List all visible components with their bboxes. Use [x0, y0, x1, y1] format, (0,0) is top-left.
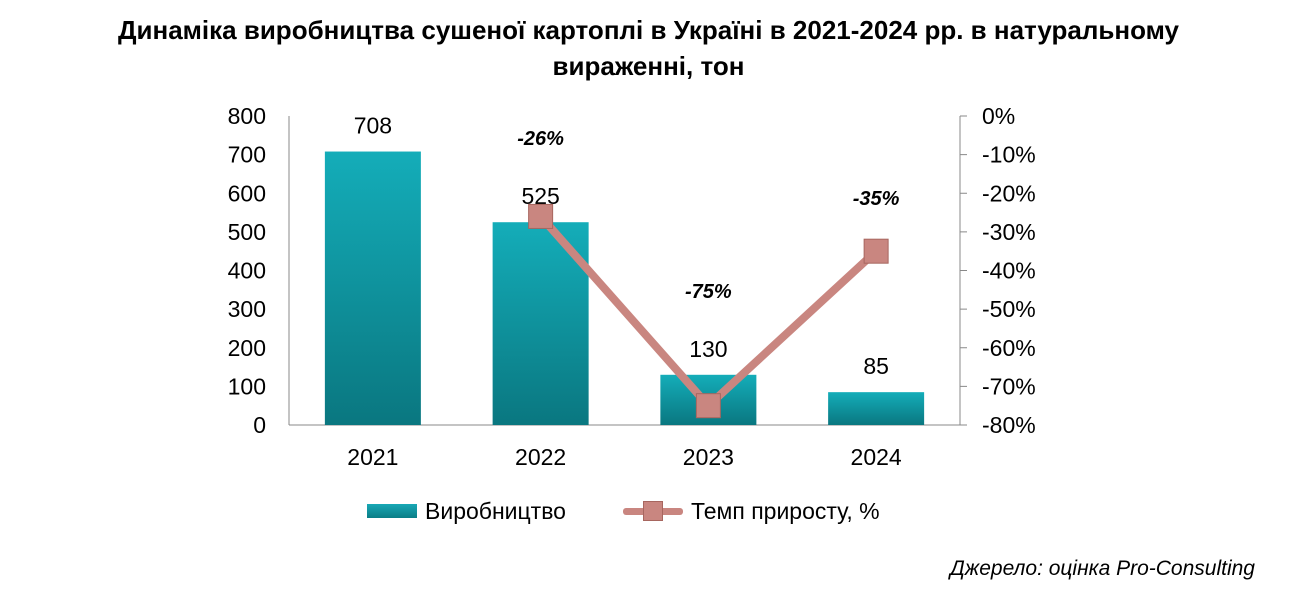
growth-rate-marker — [695, 393, 721, 419]
right-tick-label: -70% — [982, 373, 1036, 399]
right-tick-label: 0% — [982, 103, 1015, 129]
left-tick-label: 700 — [228, 142, 266, 168]
growth-rate-data-label: -26% — [517, 128, 564, 150]
chart-title: Динаміка виробництва сушеної картоплі в … — [0, 12, 1297, 84]
left-tick-label: 200 — [228, 335, 266, 361]
left-tick-label: 800 — [228, 103, 266, 129]
growth-rate-marker — [528, 203, 554, 229]
right-tick-label: -10% — [982, 142, 1036, 168]
bar-data-label: 130 — [689, 336, 727, 362]
source-note: Джерело: оцінка Pro-Consulting — [949, 557, 1255, 580]
right-tick-label: -40% — [982, 258, 1036, 284]
right-tick-label: -50% — [982, 296, 1036, 322]
right-tick-label: -80% — [982, 412, 1036, 438]
x-tick-label: 2021 — [347, 444, 398, 470]
growth-rate-data-label: -75% — [685, 281, 732, 303]
bar-data-label: 85 — [863, 353, 889, 379]
legend-line-swatch — [623, 496, 683, 526]
legend-label-growth-rate: Темп приросту, % — [691, 497, 880, 524]
left-tick-label: 0 — [253, 412, 266, 438]
x-tick-label: 2024 — [851, 444, 902, 470]
growth-rate-data-label: -35% — [853, 188, 900, 210]
left-tick-label: 400 — [228, 258, 266, 284]
legend-label-production: Виробництво — [425, 497, 566, 524]
legend: Виробництво Темп приросту, % — [0, 496, 1297, 526]
left-tick-label: 100 — [228, 373, 266, 399]
left-tick-label: 300 — [228, 296, 266, 322]
left-tick-label: 600 — [228, 180, 266, 206]
legend-item-growth-rate: Темп приросту, % — [623, 496, 880, 526]
chart-title-line-1: Динаміка виробництва сушеної картоплі в … — [118, 15, 1179, 45]
bar-2024 — [828, 392, 925, 425]
right-tick-label: -60% — [982, 335, 1036, 361]
right-tick-label: -30% — [982, 219, 1036, 245]
legend-bar-swatch — [367, 504, 417, 518]
chart-title-line-2: вираженні, тон — [552, 51, 745, 81]
bar-data-label: 708 — [354, 113, 392, 139]
growth-rate-marker — [863, 238, 889, 264]
bar-2021 — [324, 151, 421, 425]
legend-item-production: Виробництво — [367, 496, 566, 526]
left-tick-label: 500 — [228, 219, 266, 245]
x-tick-label: 2022 — [515, 444, 566, 470]
x-tick-label: 2023 — [683, 444, 734, 470]
right-tick-label: -20% — [982, 180, 1036, 206]
